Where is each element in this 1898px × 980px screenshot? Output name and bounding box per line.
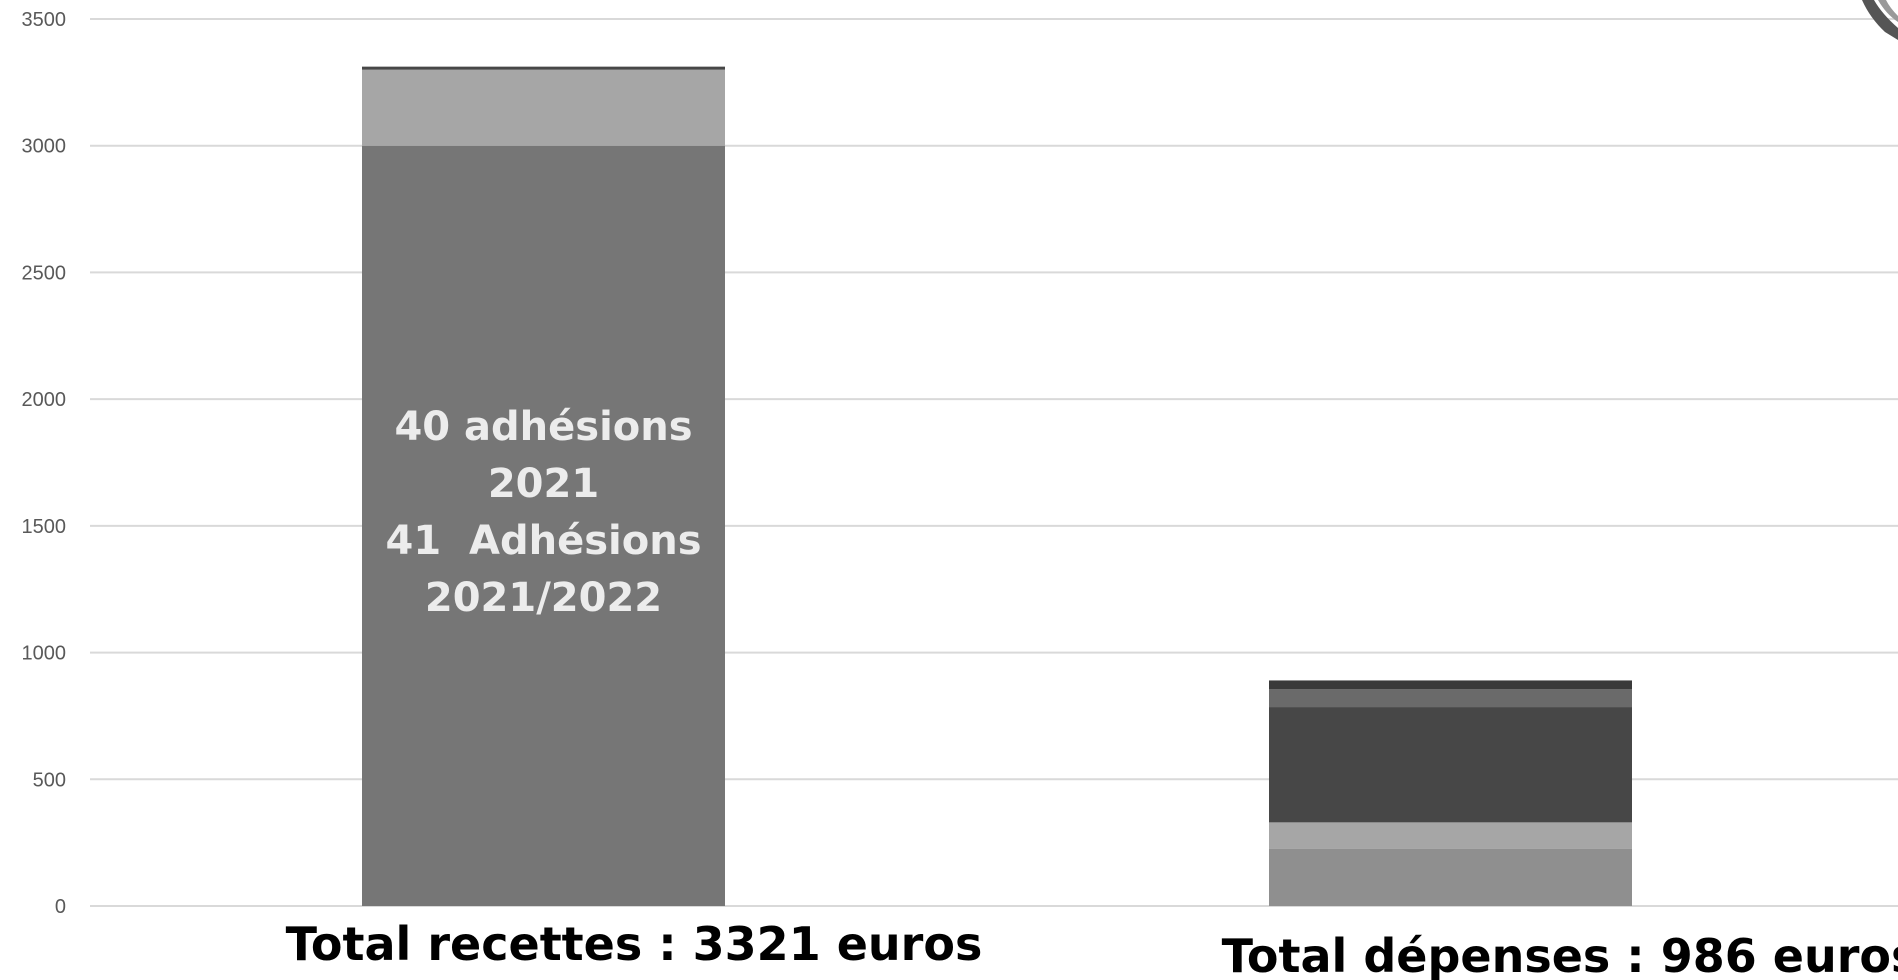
y-tick-label: 2000 xyxy=(22,389,67,411)
category-labels: Total recettes : 3321 euros Total dépense… xyxy=(286,917,1898,980)
bar-segment xyxy=(1269,680,1632,690)
y-axis-tick-labels: 0 500 1000 1500 2000 2500 3000 3500 xyxy=(22,9,67,918)
y-tick-label: 500 xyxy=(33,769,66,791)
bar-annotation-line: 41 Adhésions xyxy=(386,518,702,564)
bar-segment xyxy=(362,69,725,146)
y-tick-label: 0 xyxy=(55,896,66,918)
y-tick-label: 3500 xyxy=(22,9,67,31)
y-tick-label: 2500 xyxy=(22,262,67,284)
bar-segment xyxy=(1269,848,1632,906)
corner-decoration xyxy=(1862,0,1898,40)
y-tick-label: 3000 xyxy=(22,136,67,158)
bar-segment xyxy=(362,145,725,906)
category-label: Total recettes : 3321 euros xyxy=(286,917,983,971)
y-tick-label: 1500 xyxy=(22,516,67,538)
bar-segment xyxy=(1269,822,1632,849)
category-label: Total dépenses : 986 euros xyxy=(1222,929,1898,980)
bars xyxy=(362,66,1632,906)
bar-segment xyxy=(362,66,725,70)
bar-annotation-line: 40 adhésions xyxy=(394,404,692,450)
bar-segment xyxy=(1269,707,1632,823)
bar-annotation-line: 2021/2022 xyxy=(425,575,662,621)
bar-segment xyxy=(1269,689,1632,708)
bar-annotation-line: 2021 xyxy=(488,461,599,507)
y-tick-label: 1000 xyxy=(22,643,67,665)
bar-annotations: 40 adhésions 2021 41 Adhésions 2021/2022 xyxy=(386,404,702,621)
